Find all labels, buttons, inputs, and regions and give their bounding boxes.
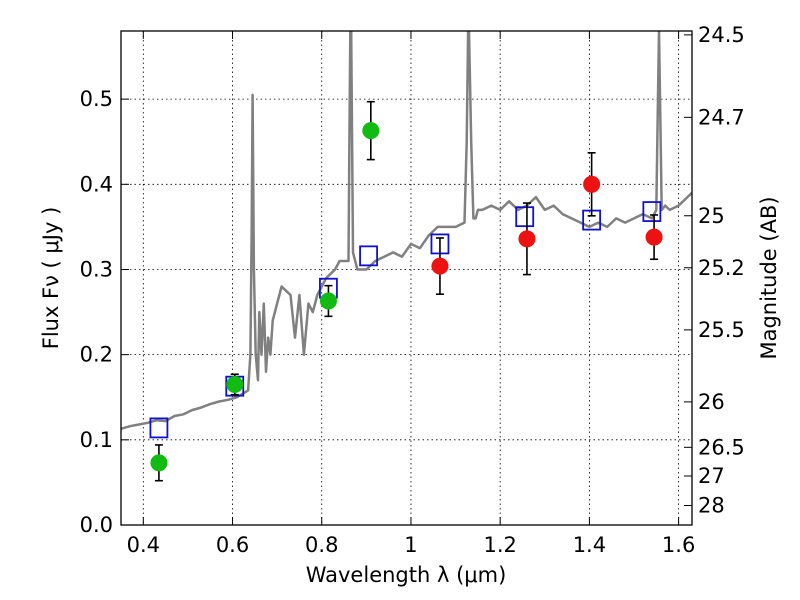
observed-green-point [362,122,380,140]
x-tick-label: 1.4 [573,533,606,557]
y2-tick-label: 25.2 [698,256,745,280]
model-photometry-square [642,201,662,222]
y2-axis-label: Magnitude (AB) [757,196,781,359]
y-axis-label: Flux Fν ( μJy ) [39,207,63,350]
y2-tick-label: 26.5 [698,435,745,459]
y2-tick-label: 25 [698,204,725,228]
x-tick-label: 0.8 [305,533,338,557]
x-tick-label: 0.4 [127,533,160,557]
observed-red-point [645,228,663,246]
y-tick-label: 0.5 [80,87,113,111]
y2-tick-label: 27 [698,464,725,488]
model-photometry-square [359,245,378,267]
model-photometry-square [149,417,169,439]
y-tick-label: 0.4 [80,172,113,196]
y2-tick-label: 25.5 [698,318,745,342]
observed-red-point [431,257,449,275]
y-tick-label: 0.1 [80,428,113,452]
axis-ticks: 0.4 0.6 0.8 1 1.2 1.4 1.6 0.0 0.1 0.2 0.3 0.4 0.5 24.… [80,23,745,557]
y-tick-label: 0.2 [80,343,113,367]
observed-green-point [226,375,244,393]
observed-green-point [319,292,337,310]
x-tick-label: 0.6 [216,533,249,557]
plot-area [121,31,692,482]
y2-tick-label: 26 [698,390,725,414]
x-axis-label: Wavelength λ (μm) [306,563,507,587]
y-tick-label: 0.3 [80,257,113,281]
x-tick-label: 1.6 [662,533,695,557]
model-photometry-square [515,206,535,228]
observed-green-point [150,454,168,472]
y2-tick-label: 28 [698,493,725,517]
y2-tick-label: 24.7 [698,105,745,129]
y-tick-label: 0.0 [80,513,113,537]
grid-lines [121,31,692,525]
x-tick-label: 1 [404,533,417,557]
model-spectrum-line [121,31,692,430]
x-tick-label: 1.2 [483,533,516,557]
plot-content [121,31,692,482]
observed-red-point [518,230,536,248]
y2-tick-label: 24.5 [698,23,745,47]
observed-red-point [583,175,601,193]
plot-frame [120,30,693,526]
